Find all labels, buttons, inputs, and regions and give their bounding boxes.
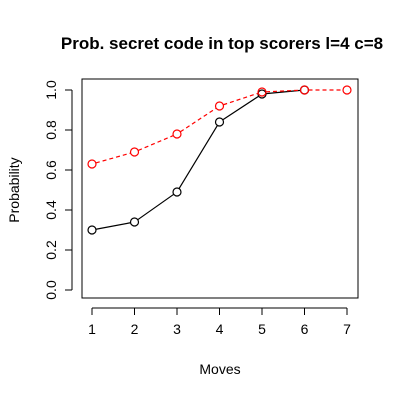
y-axis-label: Probability (6, 157, 22, 222)
y-tick-label: 0.2 (43, 240, 59, 260)
x-axis-label: Moves (199, 361, 240, 377)
series-2-point (172, 129, 182, 139)
series-1-line-segment (178, 125, 218, 189)
y-tick-label: 0.0 (43, 280, 59, 300)
series-2-point (342, 85, 352, 95)
y-tick-label: 0.8 (43, 120, 59, 140)
series-1-point (87, 225, 97, 235)
x-tick-label: 1 (88, 321, 96, 337)
plot-area-border (81, 78, 359, 299)
y-tick-label: 0.4 (43, 200, 59, 220)
series-2-line-segment (180, 107, 217, 133)
series-2-line-segment (137, 135, 174, 151)
y-axis: 0.0 0.2 0.4 0.6 0.8 1.0 (43, 80, 73, 300)
series-2-line-segment (95, 152, 131, 164)
series-2-point (257, 87, 267, 97)
series-1-point (129, 217, 140, 227)
x-axis: 1 2 3 4 5 6 7 (88, 307, 351, 337)
series-1-point (172, 187, 182, 197)
series-2-point (299, 85, 310, 95)
series-2-point (129, 147, 140, 157)
series-2-line-segment (223, 92, 259, 106)
x-tick-label: 2 (131, 321, 139, 337)
x-tick-label: 6 (301, 321, 309, 337)
x-tick-label: 7 (343, 321, 351, 337)
series-1-line-segment (95, 222, 131, 230)
series-1-line-segment (222, 95, 259, 121)
series-2 (87, 85, 352, 169)
x-tick-label: 3 (173, 321, 181, 337)
series-1-line-segment (137, 193, 175, 221)
series-1 (87, 85, 310, 235)
series-1-point (214, 117, 225, 127)
series-2-point (214, 101, 225, 111)
x-tick-label: 5 (258, 321, 266, 337)
x-tick-label: 4 (216, 321, 224, 337)
series-2-point (87, 159, 97, 169)
series-layer (87, 85, 352, 235)
series-2-line-segment (265, 89, 301, 93)
chart-title: Prob. secret code in top scorers l=4 c=8 (61, 34, 383, 53)
y-tick-label: 1.0 (43, 80, 59, 100)
y-tick-label: 0.6 (43, 160, 59, 180)
